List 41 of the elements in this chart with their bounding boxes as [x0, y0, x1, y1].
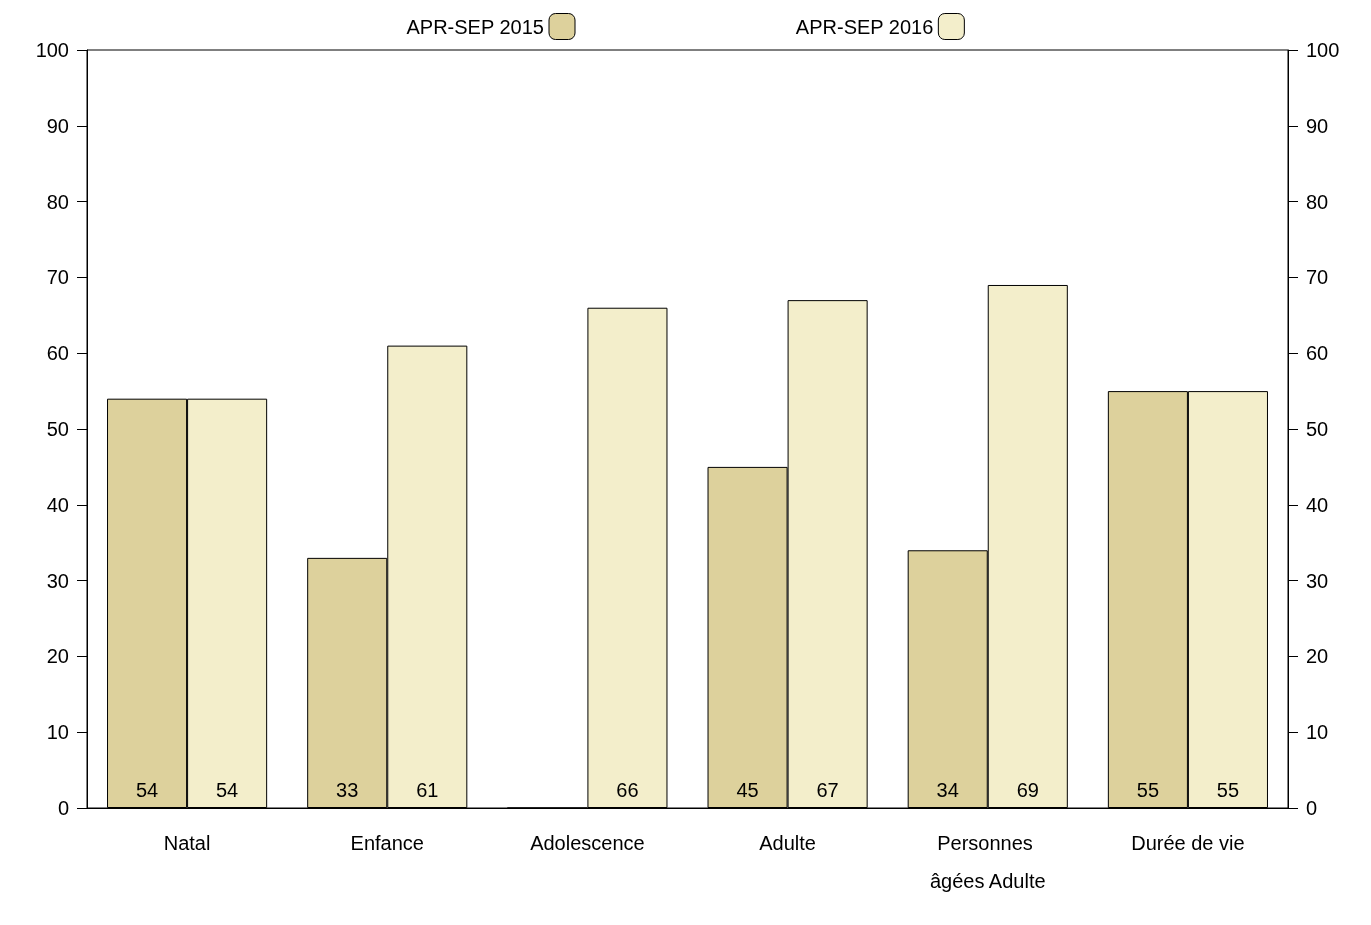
- y2-tick-label: 80: [1306, 190, 1329, 213]
- data-label: 54: [135, 779, 159, 801]
- y2-tick-label: 100: [1306, 39, 1340, 61]
- y2-tick-label: 40: [1306, 493, 1329, 516]
- data-label: 69: [1016, 779, 1039, 801]
- y2-tick-label: 70: [1306, 266, 1329, 289]
- x-tick-label: Adulte: [759, 832, 816, 854]
- y2-tick-label: 60: [1306, 342, 1329, 365]
- y2-tick-label: 50: [1306, 418, 1329, 440]
- y-tick-label: 60: [46, 342, 69, 365]
- y2-tick-label: 30: [1306, 569, 1329, 592]
- y-tick-label: 80: [46, 190, 69, 213]
- y2-tick-label: 20: [1306, 645, 1329, 668]
- legend-label: APR-SEP 2015: [406, 15, 544, 38]
- x-tick-label: Natal: [163, 832, 211, 854]
- y-tick-label: 90: [46, 114, 69, 137]
- x-tick-label: Adolescence: [530, 832, 645, 854]
- x-tick-label: Durée de vie: [1131, 832, 1245, 854]
- y2-tick-label: 10: [1306, 721, 1329, 744]
- x-tick-label: Enfance: [350, 832, 424, 854]
- data-label: 55: [1216, 779, 1240, 801]
- y-tick-label: 10: [46, 721, 69, 744]
- y-tick-label: 0: [57, 797, 69, 819]
- data-label: 66: [616, 779, 639, 801]
- y2-tick-label: 0: [1306, 797, 1318, 819]
- y-tick-label: 30: [46, 569, 69, 592]
- data-label: 34: [936, 779, 959, 801]
- data-label: 33: [336, 779, 359, 801]
- data-label: 55: [1136, 779, 1160, 801]
- y-tick-label: 40: [46, 493, 69, 516]
- data-label: 67: [816, 779, 839, 801]
- data-label: 45: [736, 779, 759, 801]
- y-tick-label: 50: [46, 418, 69, 440]
- x-tick-label: Personnes âgées Adulte: [929, 832, 1046, 892]
- legend-label: APR-SEP 2016: [795, 15, 934, 38]
- y-tick-label: 70: [46, 266, 69, 289]
- y2-tick-label: 90: [1306, 114, 1329, 137]
- y-tick-label: 100: [35, 39, 69, 61]
- data-label: 54: [215, 779, 239, 801]
- data-label: 61: [416, 779, 439, 801]
- y-tick-label: 20: [46, 645, 69, 668]
